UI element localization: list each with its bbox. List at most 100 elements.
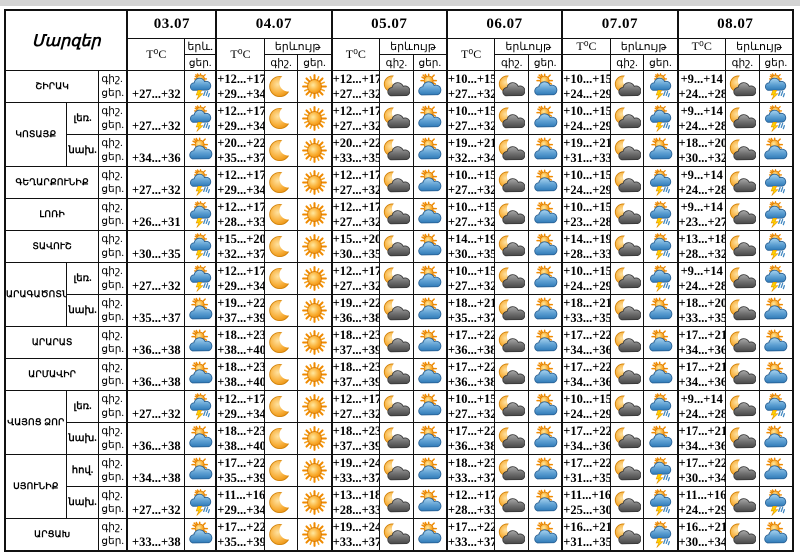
region-name: ԱՐԱԳԱԾՈՏՆ [4, 262, 67, 327]
moon-icon [267, 489, 296, 516]
day-weather-cell [297, 518, 333, 552]
night-weather-cell [263, 358, 299, 391]
temperature-cell: +10...+15 +27...+32 [445, 198, 496, 231]
night-temp: +10...+15 [447, 199, 495, 214]
zone-label: լեռ. [65, 262, 100, 295]
phenomenon-col-header: երևույթ [724, 38, 794, 55]
temperature-cell: +18...+23 +37...+39 [330, 358, 381, 391]
day-temp: +28...+33 [332, 502, 380, 517]
night-weather-cell [609, 230, 645, 263]
day-temp: +36...+38 [332, 310, 380, 325]
table-row: ԱՐԱՐԱՏ գիշ. ցեր. +36...+38 +18...+23 +38...+4… [4, 326, 794, 359]
moon-cloud-icon [728, 521, 757, 548]
sun-cloud-icon [415, 457, 444, 484]
night-weather-cell [724, 422, 760, 455]
night-temp: +12...+17 [332, 263, 380, 278]
night-temp: +18...+23 [332, 327, 380, 342]
night-temp [129, 520, 183, 535]
moon-cloud-icon [497, 329, 526, 356]
moon-icon [267, 361, 296, 388]
day-label: ցեր. [101, 279, 124, 291]
night-temp: +10...+15 [563, 263, 611, 278]
night-label: գիշ. [101, 105, 123, 117]
night-temp: +11...+16 [563, 487, 611, 502]
sun-cloud-icon [531, 489, 560, 516]
temperature-cell: +27...+32 [126, 262, 186, 295]
night-weather-cell [379, 294, 414, 327]
sun-cloud-icon [186, 425, 215, 452]
night-temp [129, 232, 183, 247]
moon-cloud-icon [497, 425, 526, 452]
sun-icon [300, 489, 329, 516]
sun-cloud-icon [761, 457, 790, 484]
table-row: ԱՐԱԳԱԾՈՏՆ լեռ. գիշ. ցեր. +27...+32 +12...+17 +… [4, 262, 794, 327]
moon-cloud-icon [382, 137, 411, 164]
night-temp: +19...+24 [332, 455, 380, 470]
day-temp: +33...+37 [332, 470, 380, 485]
day-weather-cell [528, 326, 563, 359]
night-day-labels: գիշ. ցեր. [98, 230, 128, 263]
temperature-cell: +18...+21 +33...+35 [561, 294, 611, 327]
storm-icon [761, 233, 790, 260]
moon-cloud-icon [497, 73, 526, 100]
sun-cloud-icon [531, 137, 560, 164]
storm-icon [646, 73, 675, 100]
temperature-cell: +20...+22 +35...+37 [215, 134, 265, 167]
sun-cloud-icon [531, 425, 560, 452]
night-weather-cell [379, 230, 414, 263]
moon-cloud-icon [613, 169, 642, 196]
sun-cloud-icon [186, 297, 215, 324]
temperature-cell: +36...+38 [126, 422, 186, 455]
moon-cloud-icon [728, 169, 757, 196]
sun-cloud-icon [531, 73, 560, 100]
day-temp: +27...+32 [131, 118, 181, 133]
temperature-cell: +10...+15 +23...+28 [561, 198, 611, 231]
night-label: գիշ. [101, 265, 123, 277]
day-temp: +36...+38 [131, 342, 181, 357]
temperature-cell: +18...+23 +38...+40 [215, 326, 265, 359]
day-weather-cell [643, 198, 679, 231]
sun-cloud-icon [186, 521, 215, 548]
day-weather-cell [297, 422, 333, 455]
temperature-cell: +26...+31 [126, 198, 186, 231]
day-temp: +29...+34 [217, 182, 265, 197]
night-day-labels: գիշ. ցեր. [98, 358, 128, 391]
sun-cloud-icon [415, 521, 444, 548]
forecast-body: ՇԻՐԱԿ գիշ. ցեր. +27...+32 +12...+17 +29...+34… [4, 70, 794, 552]
day-temp: +33...+35 [332, 150, 380, 165]
storm-icon [186, 105, 215, 132]
day-weather-cell [643, 390, 679, 423]
night-label: գիշ. [101, 521, 123, 533]
day-temp: +36...+38 [447, 374, 495, 389]
day-weather-cell [758, 230, 794, 263]
night-weather-cell [494, 326, 530, 359]
temperature-cell: +9...+14 +24...+28 [676, 166, 726, 199]
day-temp: +27...+32 [332, 214, 380, 229]
moon-cloud-icon [728, 425, 757, 452]
day-weather-cell [528, 230, 563, 263]
night-day-labels: գիշ. ցեր. [98, 390, 128, 423]
sun-cloud-icon [415, 105, 444, 132]
moon-cloud-icon [382, 393, 411, 420]
day-temp: +28...+33 [447, 502, 495, 517]
storm-icon [186, 393, 215, 420]
sun-cloud-icon [415, 73, 444, 100]
sun-cloud-icon [415, 233, 444, 260]
temp-col-header: T⁰C [676, 38, 726, 55]
day-temp: +37...+39 [332, 342, 380, 357]
night-temp: +15...+20 [332, 231, 380, 246]
night-temp: +19...+21 [447, 135, 495, 150]
temperature-cell: +33...+38 [126, 518, 186, 552]
day-weather-cell [297, 102, 333, 135]
night-label: գիշ. [101, 73, 123, 85]
moon-cloud-icon [613, 329, 642, 356]
night-temp: +17...+22 [447, 423, 495, 438]
day-temp: +24...+28 [678, 86, 726, 101]
temp-col-header: T⁰C [561, 38, 611, 55]
night-weather-cell [263, 102, 299, 135]
day-weather-cell [758, 326, 794, 359]
temperature-cell: +17...+21 +34...+36 [676, 358, 726, 391]
temperature-cell: +12...+17 +28...+33 [445, 486, 496, 519]
sun-icon [300, 457, 329, 484]
night-weather-cell [263, 262, 299, 295]
